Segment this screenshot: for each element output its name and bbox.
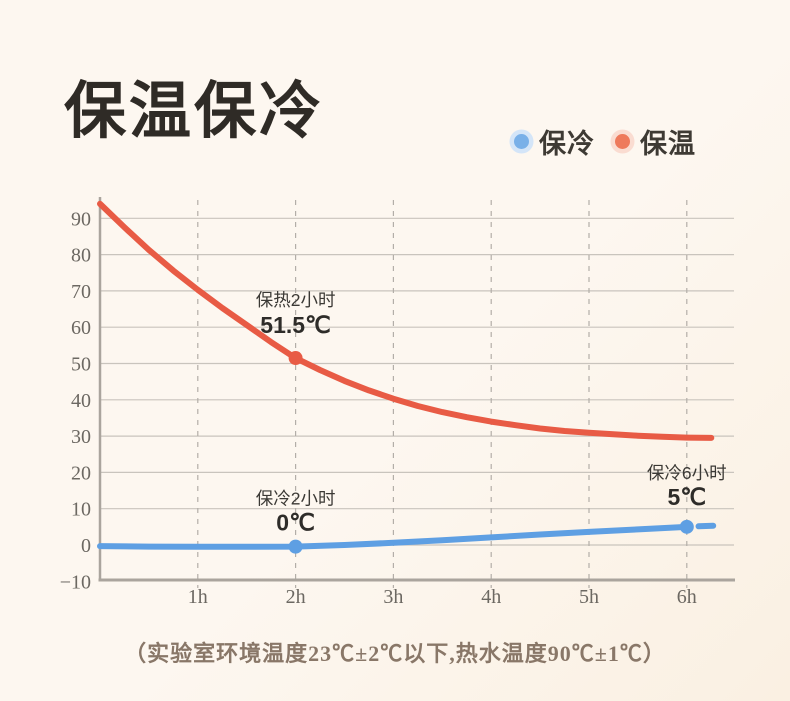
data-point-marker [288,539,303,554]
y-tick-label: 90 [71,208,91,230]
y-tick-label: 30 [71,426,91,448]
cold-legend-dot-icon [514,134,529,149]
annotation-label: 保热2小时 [256,290,336,310]
y-tick-label: 0 [81,535,91,557]
y-tick-label: −10 [60,571,91,593]
annotation-value: 51.5℃ [260,312,331,338]
x-tick-label: 1h [188,586,208,608]
chart-legend: 保冷 保温 [514,122,696,161]
data-point-marker [679,519,694,534]
heat-retention-line [97,200,715,441]
page-title: 保温保冷 [64,78,325,146]
annotation-value: 0℃ [276,510,315,536]
annotation-label: 保冷6小时 [647,463,727,483]
legend-item-cold: 保冷 [514,122,595,161]
x-tick-label: 5h [579,586,599,608]
annotation-label: 保冷2小时 [256,489,336,509]
y-tick-label: 10 [71,499,91,521]
y-tick-label: 80 [71,245,91,267]
cold-retention-tail-dash [695,522,717,530]
legend-label-cold: 保冷 [539,129,595,159]
y-tick-label: 60 [71,317,91,339]
heat-legend-dot-icon [615,134,630,149]
y-tick-label: 70 [71,281,91,303]
y-tick-label: 20 [71,462,91,484]
test-conditions-caption: （实验室环境温度23℃±2℃以下,热水温度90℃±1℃） [124,641,666,666]
legend-item-heat: 保温 [615,122,696,161]
y-tick-label: 50 [71,354,91,376]
x-tick-label: 4h [481,586,501,608]
legend-label-heat: 保温 [640,129,696,159]
x-tick-label: 6h [677,586,697,608]
x-tick-label: 2h [286,586,306,608]
x-tick-label: 3h [383,586,403,608]
y-tick-label: 40 [71,390,91,412]
annotation-value: 5℃ [667,484,706,510]
cold-retention-line [97,523,690,550]
data-point-marker [288,351,303,366]
